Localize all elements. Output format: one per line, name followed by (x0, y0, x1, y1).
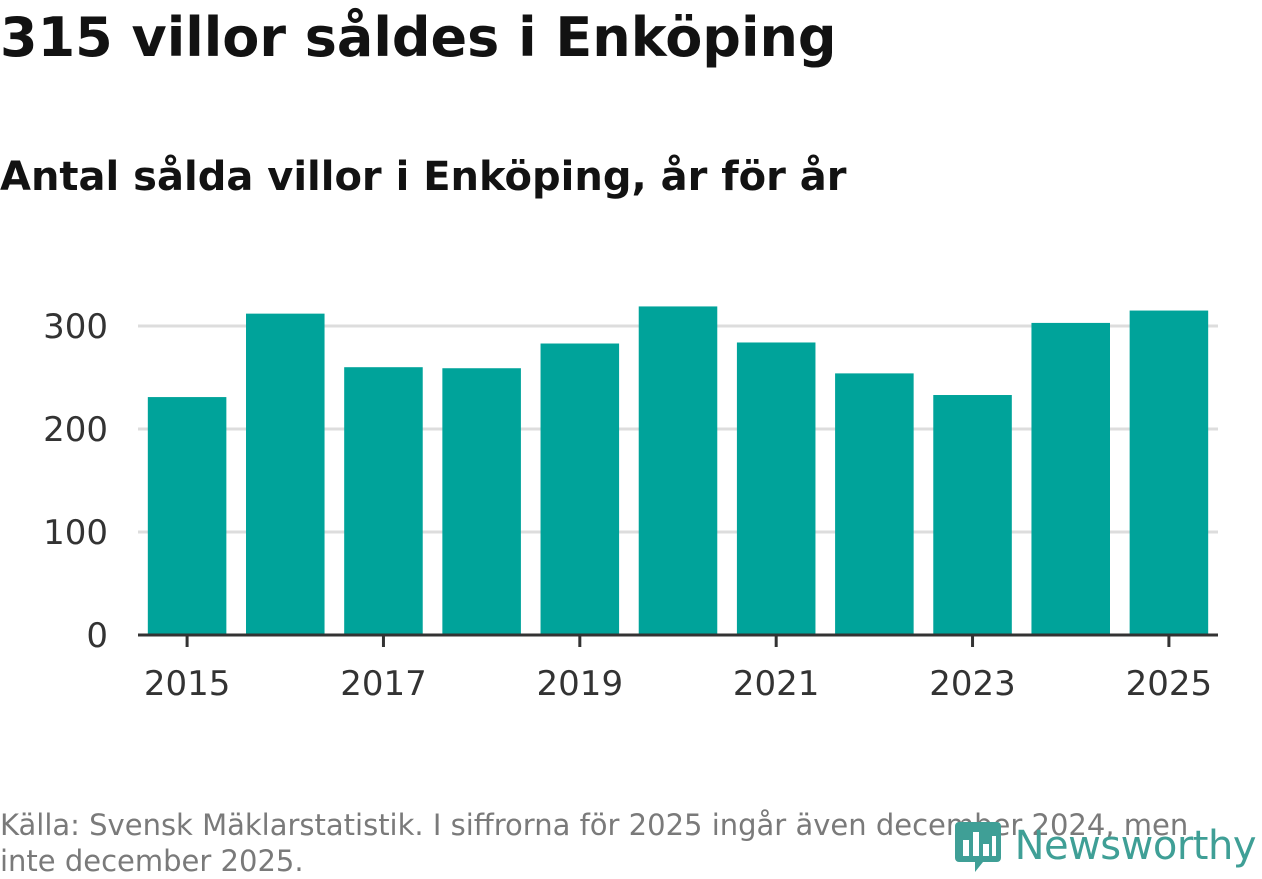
logo-text: Newsworthy (1014, 823, 1257, 869)
x-axis (138, 633, 1218, 647)
bar-2024 (1031, 322, 1110, 635)
bar-2023 (933, 395, 1012, 635)
bar-2020 (638, 306, 718, 635)
y-tick-label-300: 300 (43, 307, 108, 347)
x-tick-label-2025: 2025 (1126, 664, 1213, 704)
x-tick-label-2021: 2021 (733, 664, 820, 704)
bar-2022 (835, 373, 914, 635)
newsworthy-chart-icon (954, 822, 1001, 872)
bar-2015 (147, 397, 227, 635)
tick-labels: 0 100 200 300 2015 2017 2019 2021 2023 2025 (43, 307, 1212, 704)
x-tick-label-2023: 2023 (929, 664, 1016, 704)
bar-2016 (246, 313, 325, 635)
newsworthy-logo: Newsworthy (953, 818, 1257, 874)
bar-2019 (540, 343, 620, 635)
x-tick-label-2019: 2019 (537, 664, 624, 704)
bar-chart: 0 100 200 300 2015 2017 2019 2021 2023 2025 (43, 306, 1218, 704)
x-tick-label-2017: 2017 (340, 664, 427, 704)
bars (147, 306, 1209, 635)
bar-2017 (344, 367, 423, 635)
bar-2025 (1129, 310, 1209, 635)
y-tick-label-0: 0 (86, 616, 108, 656)
bar-2018 (442, 368, 521, 635)
chart-subtitle: Antal sålda villor i Enköping, år för år (0, 154, 847, 200)
bar-2021 (736, 342, 816, 635)
chart-title: 315 villor såldes i Enköping (0, 6, 837, 69)
y-tick-label-100: 100 (43, 513, 108, 553)
y-tick-label-200: 200 (43, 410, 108, 450)
x-tick-label-2015: 2015 (144, 664, 231, 704)
